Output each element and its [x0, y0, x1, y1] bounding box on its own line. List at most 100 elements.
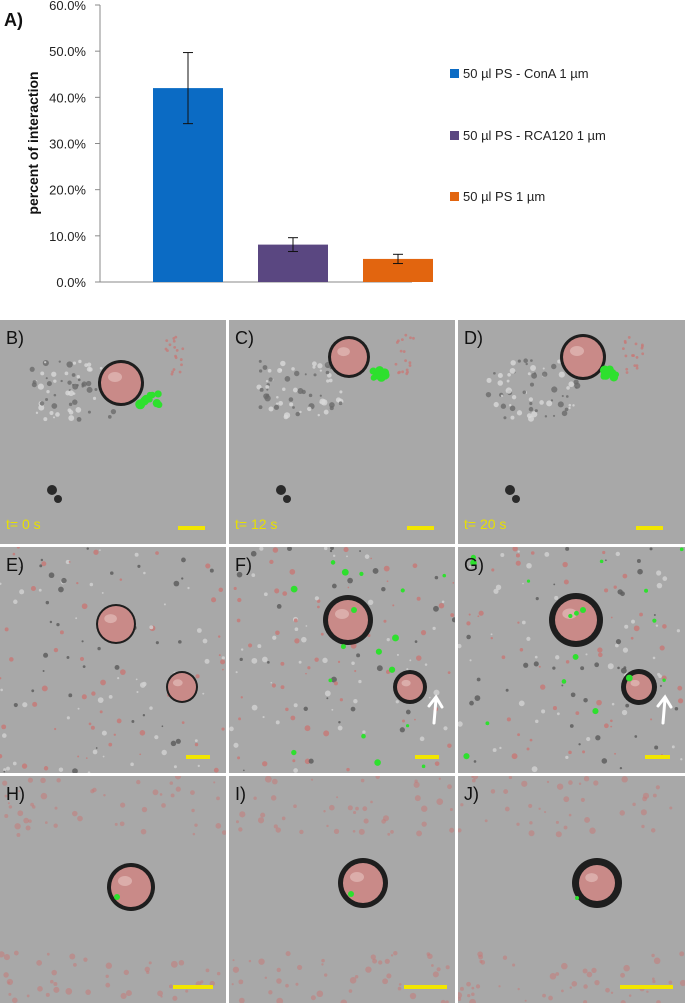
debris-particle — [265, 379, 269, 383]
debris-particle — [531, 372, 538, 379]
debris-particle — [529, 401, 533, 406]
debris-particle — [81, 694, 87, 700]
debris-particle — [526, 562, 532, 569]
debris-particle — [16, 547, 20, 549]
micrograph-background — [458, 547, 685, 773]
debris-particle — [73, 962, 77, 967]
y-tick-label: 60.0% — [49, 0, 86, 13]
debris-particle — [282, 591, 288, 596]
debris-particle — [615, 551, 621, 557]
debris-particle — [157, 990, 163, 997]
debris-particle — [161, 749, 167, 756]
debris-particle — [53, 823, 58, 828]
debris-particle — [308, 393, 313, 398]
debris-particle — [339, 698, 343, 702]
debris-particle — [508, 404, 512, 407]
debris-particle — [84, 363, 89, 368]
debris-particle — [466, 981, 471, 987]
debris-particle — [12, 997, 18, 1003]
debris-particle — [478, 610, 484, 616]
debris-particle — [405, 709, 411, 715]
debris-particle — [284, 376, 291, 382]
debris-particle — [552, 414, 556, 417]
debris-particle — [105, 974, 109, 978]
debris-particle — [674, 707, 679, 711]
debris-particle — [86, 366, 92, 372]
debris-particle — [438, 602, 445, 609]
cell-highlight — [118, 876, 132, 886]
debris-particle — [0, 753, 3, 759]
fluorescent-bead — [291, 749, 297, 756]
debris-particle — [399, 727, 405, 733]
debris-particle — [396, 653, 399, 656]
debris-particle — [200, 980, 204, 984]
debris-particle — [632, 802, 636, 807]
debris-particle — [320, 632, 324, 636]
debris-particle — [604, 588, 609, 593]
debris-particle — [554, 595, 559, 600]
cell-highlight — [562, 608, 578, 619]
debris-particle — [114, 822, 118, 826]
debris-particle — [383, 619, 387, 623]
debris-particle — [102, 755, 105, 758]
debris-particle — [353, 698, 358, 704]
debris-particle — [310, 778, 314, 781]
debris-particle — [561, 684, 564, 687]
debris-particle — [402, 719, 406, 723]
debris-particle — [433, 689, 440, 696]
debris-particle — [531, 411, 538, 418]
cell-highlight — [104, 614, 117, 624]
debris-particle — [211, 597, 217, 603]
debris-particle — [642, 796, 648, 802]
debris-particle — [469, 700, 474, 706]
debris-particle — [105, 962, 113, 969]
debris-particle — [258, 405, 263, 410]
debris-particle — [656, 570, 662, 576]
debris-particle — [365, 966, 372, 973]
debris-particle — [680, 758, 683, 761]
debris-particle — [68, 415, 75, 421]
debris-particle — [119, 578, 123, 581]
micrograph-panel: I) — [229, 776, 455, 1003]
debris-particle — [362, 730, 366, 734]
debris-particle — [180, 363, 183, 367]
debris-particle — [196, 628, 202, 633]
dark-particle — [54, 495, 62, 503]
debris-particle — [282, 387, 286, 392]
debris-particle — [359, 550, 362, 552]
debris-particle — [314, 596, 319, 601]
debris-particle — [326, 379, 330, 383]
debris-particle — [75, 406, 82, 413]
debris-particle — [526, 636, 531, 641]
debris-particle — [386, 638, 390, 642]
debris-particle — [343, 547, 349, 553]
debris-particle — [41, 561, 47, 567]
debris-particle — [658, 674, 662, 679]
debris-particle — [170, 740, 177, 747]
debris-particle — [529, 821, 533, 825]
debris-particle — [221, 830, 226, 835]
debris-particle — [337, 725, 343, 731]
debris-particle — [155, 641, 159, 645]
debris-particle — [233, 742, 239, 748]
debris-particle — [432, 971, 439, 978]
debris-particle — [58, 767, 64, 772]
debris-particle — [123, 969, 129, 976]
debris-particle — [48, 572, 55, 579]
debris-particle — [445, 1000, 449, 1003]
debris-particle — [329, 804, 335, 811]
debris-particle — [441, 600, 445, 604]
debris-particle — [275, 827, 281, 833]
debris-particle — [530, 365, 537, 371]
debris-particle — [326, 824, 329, 828]
debris-particle — [136, 779, 141, 785]
debris-particle — [551, 386, 558, 393]
debris-particle — [294, 627, 299, 632]
debris-particle — [362, 806, 368, 812]
debris-particle — [400, 338, 404, 341]
debris-particle — [268, 377, 273, 382]
debris-particle — [108, 742, 113, 747]
fluorescent-bead — [470, 559, 477, 567]
debris-particle — [467, 994, 471, 998]
debris-particle — [528, 830, 535, 837]
